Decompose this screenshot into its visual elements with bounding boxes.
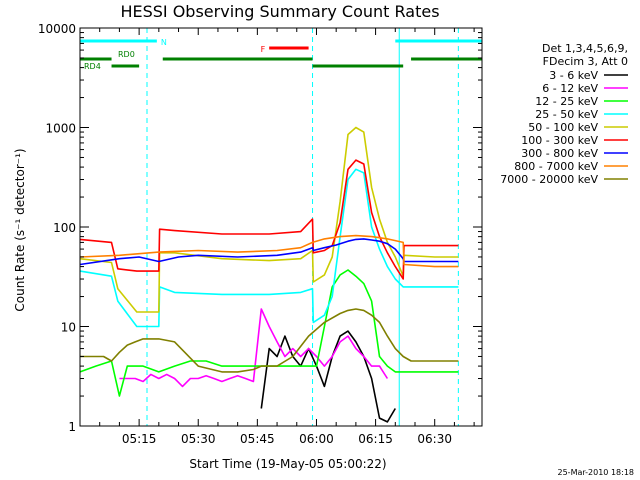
- series-line-2: [119, 308, 389, 388]
- y-tick-label: 1: [68, 420, 76, 434]
- annotation-label: N: [161, 38, 167, 47]
- legend-label: 100 - 300 keV: [521, 134, 598, 147]
- series-line-5: [79, 126, 459, 313]
- annotation-label: RD0: [118, 50, 135, 59]
- legend-label: 50 - 100 keV: [528, 121, 598, 134]
- y-axis-label: Count Rate (s⁻¹ detector⁻¹): [13, 148, 27, 311]
- x-tick-label: 06:00: [299, 432, 334, 446]
- x-tick-label: 06:30: [417, 432, 452, 446]
- y-tick-label: 100: [53, 221, 76, 235]
- x-axis-label: Start Time (19-May-05 05:00:22): [189, 457, 386, 471]
- x-axis: 05:15 05:30 05:45 06:00 06:15 06:30: [79, 28, 475, 446]
- state-annotations: N F RD0 RD4: [80, 38, 482, 71]
- x-tick-label: 05:30: [181, 432, 216, 446]
- annotation-label: F: [261, 45, 266, 54]
- legend-label: 800 - 7000 keV: [514, 160, 598, 173]
- x-tick-label: 05:45: [240, 432, 275, 446]
- series-line-6: [79, 159, 459, 280]
- series-line-3: [79, 269, 459, 397]
- series-line-9: [80, 308, 459, 373]
- x-tick-label: 05:15: [122, 432, 157, 446]
- series-line-4: [79, 168, 459, 328]
- series-lines: [79, 126, 459, 423]
- date-stamp: 25-Mar-2010 18:18: [558, 468, 635, 477]
- legend-header: FDecim 3, Att 0: [543, 55, 628, 68]
- series-line-8: [79, 234, 459, 268]
- legend-header: Det 1,3,4,5,6,9,: [542, 42, 628, 55]
- y-tick-label: 10: [61, 321, 76, 335]
- y-axis: 1 10 100 1000 10000: [38, 22, 482, 434]
- legend-label: 300 - 800 keV: [521, 147, 598, 160]
- annotation-label: RD4: [84, 62, 101, 71]
- legend-label: 6 - 12 keV: [542, 82, 598, 95]
- legend-label: 7000 - 20000 keV: [500, 173, 598, 186]
- y-tick-label: 1000: [45, 122, 76, 136]
- legend: Det 1,3,4,5,6,9,FDecim 3, Att 03 - 6 keV…: [500, 42, 628, 186]
- x-tick-label: 06:15: [358, 432, 393, 446]
- chart-title: HESSI Observing Summary Count Rates: [120, 2, 439, 21]
- legend-label: 3 - 6 keV: [549, 69, 598, 82]
- series-line-7: [79, 238, 459, 266]
- y-tick-label: 10000: [38, 22, 76, 36]
- legend-label: 12 - 25 keV: [535, 95, 598, 108]
- series-line-1: [260, 330, 396, 423]
- legend-label: 25 - 50 keV: [535, 108, 598, 121]
